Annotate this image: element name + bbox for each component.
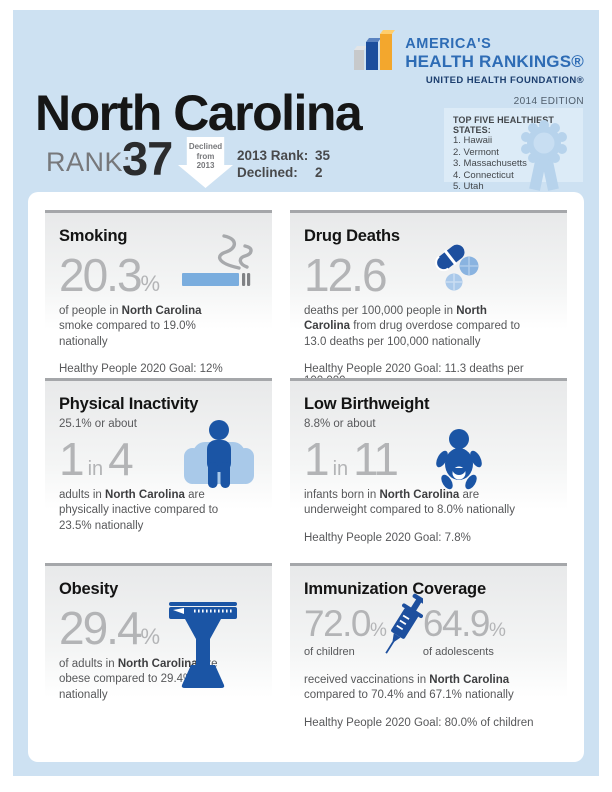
stat-value: 12.6 bbox=[304, 249, 388, 301]
top-states-badge: TOP FIVE HEALTHIEST STATES: 1. Hawaii 2.… bbox=[444, 108, 583, 192]
top-state-5: 5. Utah bbox=[453, 181, 484, 193]
syringe-icon bbox=[385, 593, 427, 654]
goal-text: Healthy People 2020 Goal: 80.0% of child… bbox=[304, 716, 534, 729]
brand-foundation: UNITED HEALTH FOUNDATION® bbox=[425, 75, 584, 86]
brand-logo: AMERICA'S HEALTH RANKINGS® UNITED HEALTH… bbox=[352, 30, 584, 107]
stat-value-adolescents: 64.9 bbox=[422, 603, 491, 644]
page-title: North Carolina bbox=[35, 85, 363, 141]
rank-value: 37 bbox=[122, 132, 173, 185]
top-state-4: 4. Connecticut bbox=[453, 169, 514, 181]
stat-prefix: 25.1% or about bbox=[59, 418, 138, 430]
stat-label-children: of children bbox=[304, 646, 355, 658]
card-title: Smoking bbox=[59, 227, 128, 245]
stat-description: deaths per 100,000 people in North Carol… bbox=[304, 305, 521, 348]
stat-description: adults in North Carolina are physically … bbox=[59, 489, 219, 532]
person-in-chair-icon bbox=[184, 420, 254, 488]
stat-value: 20.3 bbox=[59, 249, 143, 301]
arrow-text-line3: 2013 bbox=[196, 161, 215, 171]
edition-label: 2014 EDITION bbox=[513, 96, 584, 107]
rank-history: 2013 Rank: 35 Declined: 2 bbox=[237, 147, 330, 181]
top-state-3: 3. Massachusetts bbox=[453, 158, 527, 170]
change-label: Declined: bbox=[237, 165, 298, 180]
pills-icon bbox=[435, 244, 479, 291]
card-immunization-coverage: Immunization Coverage 72.0% of children bbox=[290, 563, 567, 735]
stat-prefix: 8.8% or about bbox=[304, 418, 376, 430]
card-low-birthweight: Low Birthweight 8.8% or about 1 in 11 infa… bbox=[290, 378, 567, 546]
card-title: Drug Deaths bbox=[304, 227, 400, 245]
card-obesity: Obesity 29.4% of adults in North Carolin… bbox=[45, 563, 272, 735]
card-title: Low Birthweight bbox=[304, 395, 430, 413]
top-states-title: TOP FIVE HEALTHIEST STATES: bbox=[453, 115, 554, 135]
change-value: 2 bbox=[315, 165, 323, 180]
stat-label-adolescents: of adolescents bbox=[422, 646, 494, 658]
brand-line2: HEALTH RANKINGS® bbox=[405, 52, 584, 71]
goal-text: Healthy People 2020 Goal: 12% bbox=[59, 362, 223, 375]
card-title: Immunization Coverage bbox=[304, 580, 486, 598]
card-smoking: Smoking 20.3% of people in North Carolin… bbox=[45, 210, 272, 375]
stat-description: infants born in North Carolina are under… bbox=[304, 489, 515, 517]
arrow-text-line2: from bbox=[196, 151, 215, 161]
top-state-2: 2. Vermont bbox=[453, 146, 499, 158]
stat-description: received vaccinations in North Carolina … bbox=[304, 674, 514, 702]
card-title: Obesity bbox=[59, 580, 119, 598]
award-ribbon-icon bbox=[521, 120, 567, 191]
prev-rank-value: 35 bbox=[315, 148, 331, 163]
goal-text: Healthy People 2020 Goal: 7.8% bbox=[304, 531, 471, 544]
card-physical-inactivity: Physical Inactivity 25.1% or about 1 in 4 … bbox=[45, 378, 272, 546]
bar-chart-logo-icon bbox=[354, 30, 396, 70]
stat-value-children: 72.0 bbox=[304, 603, 372, 644]
top-state-1: 1. Hawaii bbox=[453, 135, 493, 146]
rank-label: RANK: bbox=[46, 147, 132, 177]
card-title: Physical Inactivity bbox=[59, 395, 199, 413]
card-drug-deaths: Drug Deaths 12.6 deaths per 100,000 peop… bbox=[290, 210, 567, 387]
baby-icon bbox=[436, 429, 482, 490]
arrow-text-line1: Declined bbox=[188, 142, 223, 151]
stat-description: of people in North Carolina smoke compar… bbox=[59, 305, 202, 348]
scale-icon bbox=[169, 602, 237, 688]
prev-rank-label: 2013 Rank: bbox=[237, 148, 309, 163]
stat-value: 29.4 bbox=[59, 602, 143, 654]
cigarette-icon bbox=[182, 234, 253, 286]
brand-line1: AMERICA'S bbox=[405, 36, 492, 52]
